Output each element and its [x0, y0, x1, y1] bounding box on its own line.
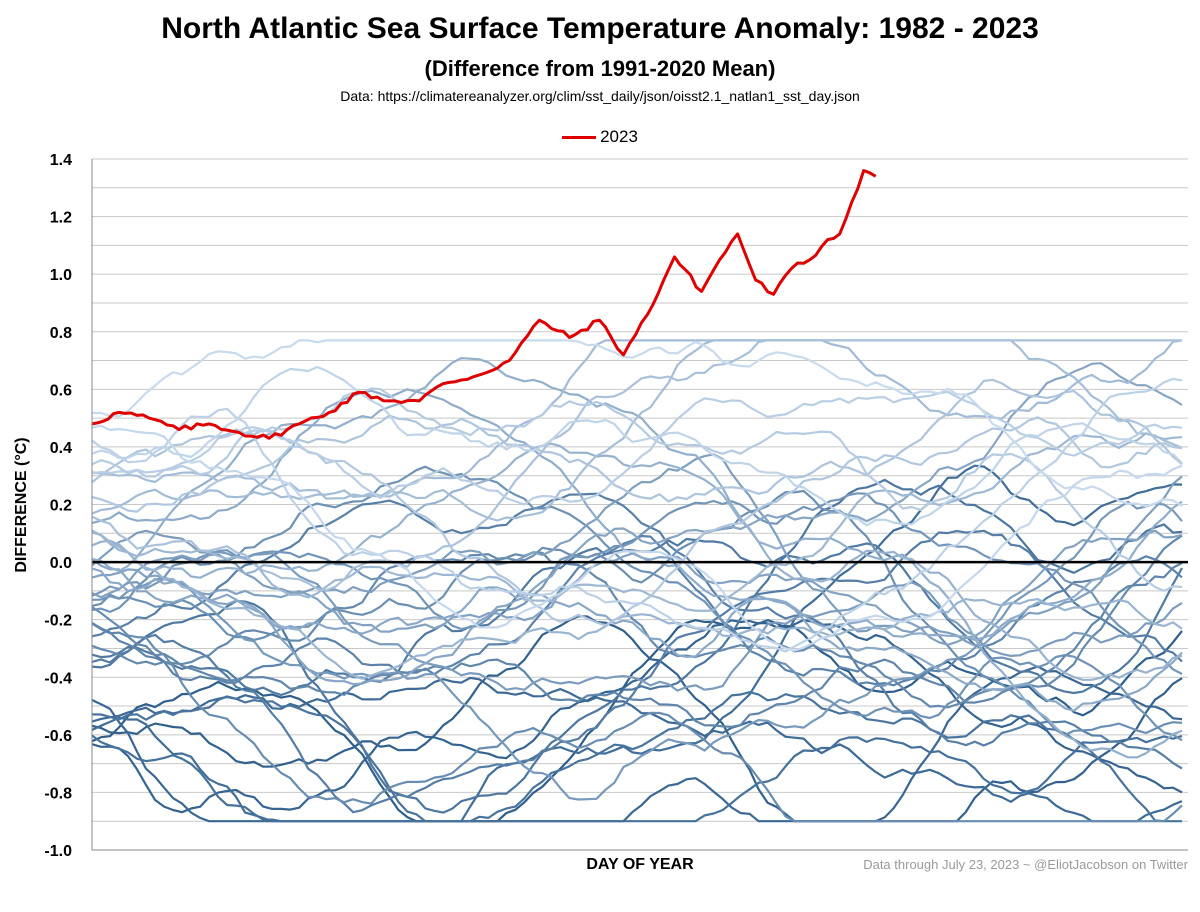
background-year-line: [91, 691, 1182, 823]
background-year-line: [91, 424, 1183, 652]
background-year-line: [91, 567, 1183, 712]
y-tick-label: 0.6: [50, 382, 72, 399]
background-year-line: [91, 465, 1183, 742]
background-year-line: [91, 362, 1183, 686]
y-tick-label: -0.6: [44, 728, 72, 745]
x-axis-label: DAY OF YEAR: [586, 856, 694, 873]
data-source: Data: https://climatereanalyzer.org/clim…: [340, 88, 860, 104]
y-tick-label: 1.2: [50, 210, 72, 227]
chart-title: North Atlantic Sea Surface Temperature A…: [161, 12, 1039, 45]
y-tick-label: 0.8: [50, 325, 72, 342]
background-year-line: [91, 416, 1183, 627]
y-tick-label: 0.2: [50, 498, 72, 515]
background-year-line: [91, 529, 1183, 692]
background-year-line: [91, 388, 1183, 642]
background-year-line: [91, 606, 1183, 823]
background-year-line: [91, 432, 1183, 613]
y-tick-label: 0.0: [50, 555, 72, 572]
y-tick-label: -0.4: [44, 670, 72, 687]
background-year-line: [91, 339, 1183, 508]
background-year-line: [91, 377, 1183, 653]
background-year-line: [91, 453, 1183, 647]
series-2023-line: [91, 169, 877, 440]
legend-swatch-2023: [562, 136, 597, 140]
y-tick-label: 0.4: [50, 440, 72, 457]
background-year-line: [91, 387, 1183, 592]
background-year-line: [91, 378, 1183, 503]
chart-subtitle: (Difference from 1991-2020 Mean): [424, 56, 776, 81]
y-tick-label: 1.4: [50, 152, 72, 169]
y-tick-label: -1.0: [44, 843, 72, 860]
background-year-line: [91, 442, 1183, 681]
background-year-line: [91, 492, 1183, 675]
background-year-line: [91, 529, 1183, 814]
background-year-line: [91, 339, 1182, 592]
y-tick-label: -0.2: [44, 613, 72, 630]
background-year-line: [91, 339, 1183, 515]
background-year-line: [91, 734, 1183, 823]
background-year-line: [91, 529, 1183, 680]
y-tick-label: -0.8: [44, 785, 72, 802]
legend: 2023: [0, 127, 1200, 147]
background-year-line: [91, 676, 1183, 823]
y-axis-ticks: 1.4 1.2 1.0 0.8 0.6 0.4 0.2 0.0 -0.2 -0.4 -0.6 -0.8…: [44, 152, 72, 860]
credit-note: Data through July 23, 2023 ~ @EliotJacob…: [863, 857, 1188, 872]
background-year-line: [91, 562, 1183, 728]
legend-label-2023: 2023: [600, 127, 638, 146]
background-year-lines: [91, 339, 1183, 823]
background-year-line: [91, 489, 1183, 737]
y-tick-label: 1.0: [50, 267, 72, 284]
background-year-line: [91, 365, 1183, 527]
y-axis-label: DIFFERENCE (°C): [13, 437, 30, 573]
background-year-line: [91, 500, 1183, 801]
